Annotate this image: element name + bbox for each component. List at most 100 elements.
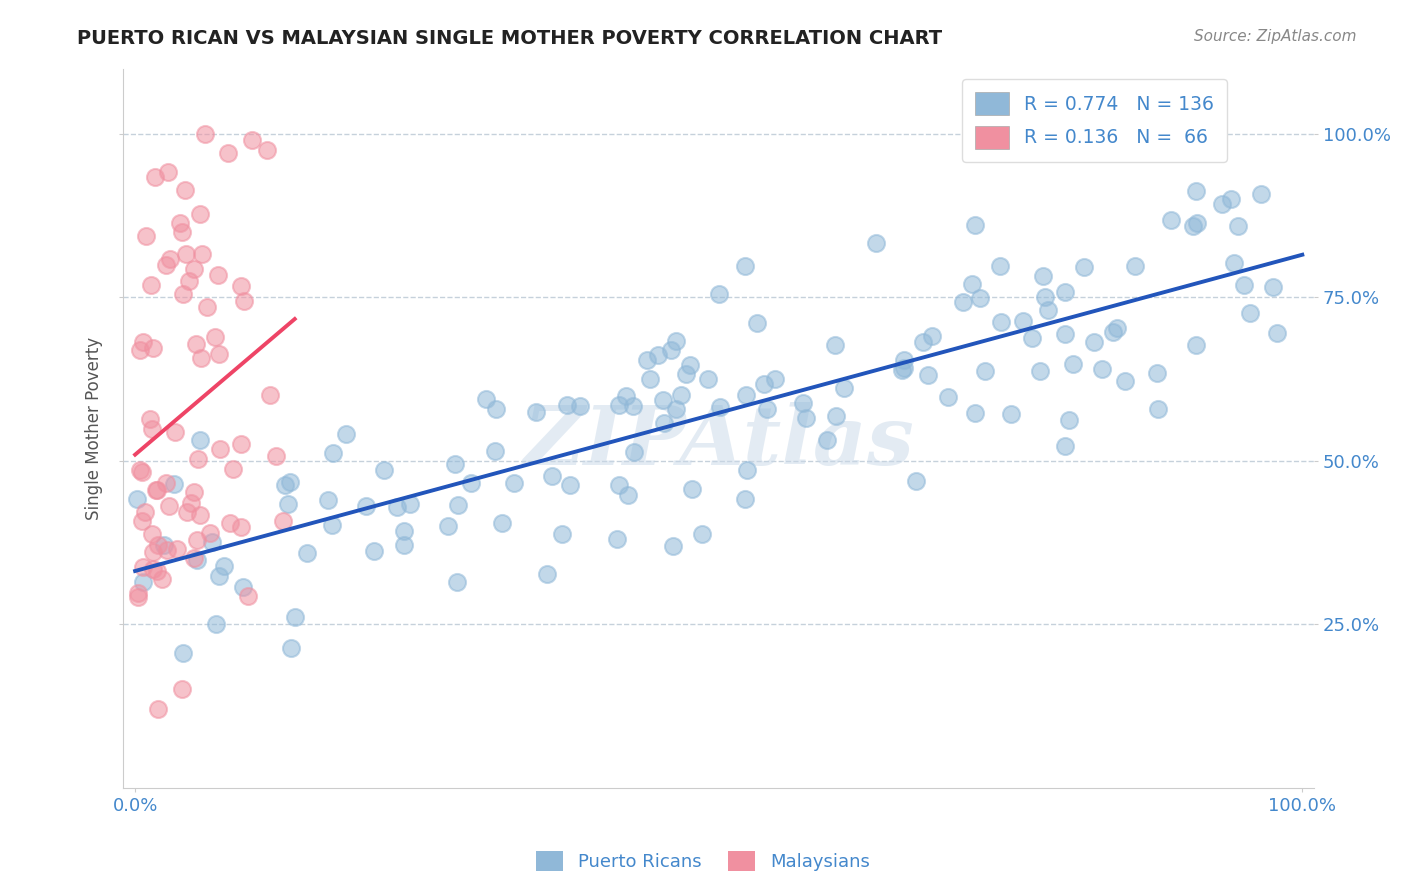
Point xyxy=(609,478,631,492)
Point xyxy=(1263,280,1285,294)
Point xyxy=(127,590,149,604)
Point xyxy=(188,508,211,523)
Point xyxy=(1250,186,1272,201)
Legend: Puerto Ricans, Malaysians: Puerto Ricans, Malaysians xyxy=(529,844,877,879)
Point xyxy=(264,449,287,463)
Point xyxy=(794,410,817,425)
Point xyxy=(735,463,758,477)
Point xyxy=(952,294,974,309)
Point xyxy=(1011,314,1033,328)
Point xyxy=(1147,402,1170,417)
Point xyxy=(229,520,252,534)
Text: PUERTO RICAN VS MALAYSIAN SINGLE MOTHER POVERTY CORRELATION CHART: PUERTO RICAN VS MALAYSIAN SINGLE MOTHER … xyxy=(77,29,942,47)
Point xyxy=(524,405,547,419)
Point xyxy=(1265,326,1288,340)
Point xyxy=(921,329,943,343)
Point xyxy=(209,442,232,456)
Point xyxy=(148,702,170,716)
Point xyxy=(155,476,177,491)
Point xyxy=(551,526,574,541)
Point xyxy=(756,402,779,417)
Point xyxy=(1032,268,1054,283)
Point xyxy=(157,499,180,513)
Point xyxy=(207,268,229,283)
Point xyxy=(697,372,720,386)
Point xyxy=(1059,413,1081,427)
Point xyxy=(606,532,628,546)
Point xyxy=(392,538,415,552)
Point xyxy=(174,183,197,197)
Point xyxy=(647,348,669,362)
Point xyxy=(623,444,645,458)
Point xyxy=(166,542,188,557)
Point xyxy=(1239,306,1261,320)
Point xyxy=(963,406,986,420)
Point xyxy=(184,337,207,351)
Point xyxy=(131,514,153,528)
Point xyxy=(186,553,208,567)
Point xyxy=(893,360,915,375)
Point xyxy=(218,146,240,161)
Point xyxy=(284,609,307,624)
Point xyxy=(280,641,302,656)
Point xyxy=(170,682,193,697)
Point xyxy=(145,483,167,497)
Point xyxy=(174,247,197,261)
Point xyxy=(273,478,295,492)
Point xyxy=(172,646,194,660)
Point xyxy=(169,216,191,230)
Point xyxy=(198,526,221,541)
Point xyxy=(146,483,169,497)
Point xyxy=(1160,213,1182,227)
Point xyxy=(437,519,460,533)
Point xyxy=(139,412,162,426)
Point xyxy=(1028,364,1050,378)
Point xyxy=(155,258,177,272)
Point xyxy=(212,558,235,573)
Point xyxy=(236,589,259,603)
Point xyxy=(609,398,631,412)
Point xyxy=(232,294,254,309)
Point xyxy=(1220,192,1243,206)
Point xyxy=(557,398,579,412)
Point xyxy=(183,485,205,500)
Point xyxy=(690,527,713,541)
Point xyxy=(177,274,200,288)
Point xyxy=(142,562,165,576)
Point xyxy=(792,396,814,410)
Point xyxy=(278,475,301,489)
Point xyxy=(652,416,675,430)
Point xyxy=(974,364,997,378)
Point xyxy=(129,343,152,358)
Point xyxy=(1185,217,1208,231)
Point xyxy=(1073,260,1095,275)
Point xyxy=(142,545,165,559)
Point xyxy=(474,392,496,407)
Point xyxy=(1233,277,1256,292)
Point xyxy=(1211,197,1233,211)
Point xyxy=(385,500,408,514)
Point xyxy=(322,446,344,460)
Text: ZIPAtlas: ZIPAtlas xyxy=(523,402,914,483)
Point xyxy=(143,169,166,184)
Point xyxy=(558,478,581,492)
Point xyxy=(735,388,758,402)
Point xyxy=(1062,358,1084,372)
Point xyxy=(824,337,846,351)
Point xyxy=(1227,219,1250,234)
Point xyxy=(204,329,226,343)
Point xyxy=(277,497,299,511)
Point xyxy=(146,564,169,578)
Point xyxy=(165,425,187,439)
Point xyxy=(904,474,927,488)
Point xyxy=(1053,439,1076,453)
Point xyxy=(568,399,591,413)
Point xyxy=(664,334,686,348)
Point xyxy=(229,278,252,293)
Point xyxy=(1185,338,1208,352)
Point xyxy=(541,468,564,483)
Point xyxy=(146,538,169,552)
Point xyxy=(152,572,174,586)
Point xyxy=(825,409,848,423)
Point xyxy=(665,401,688,416)
